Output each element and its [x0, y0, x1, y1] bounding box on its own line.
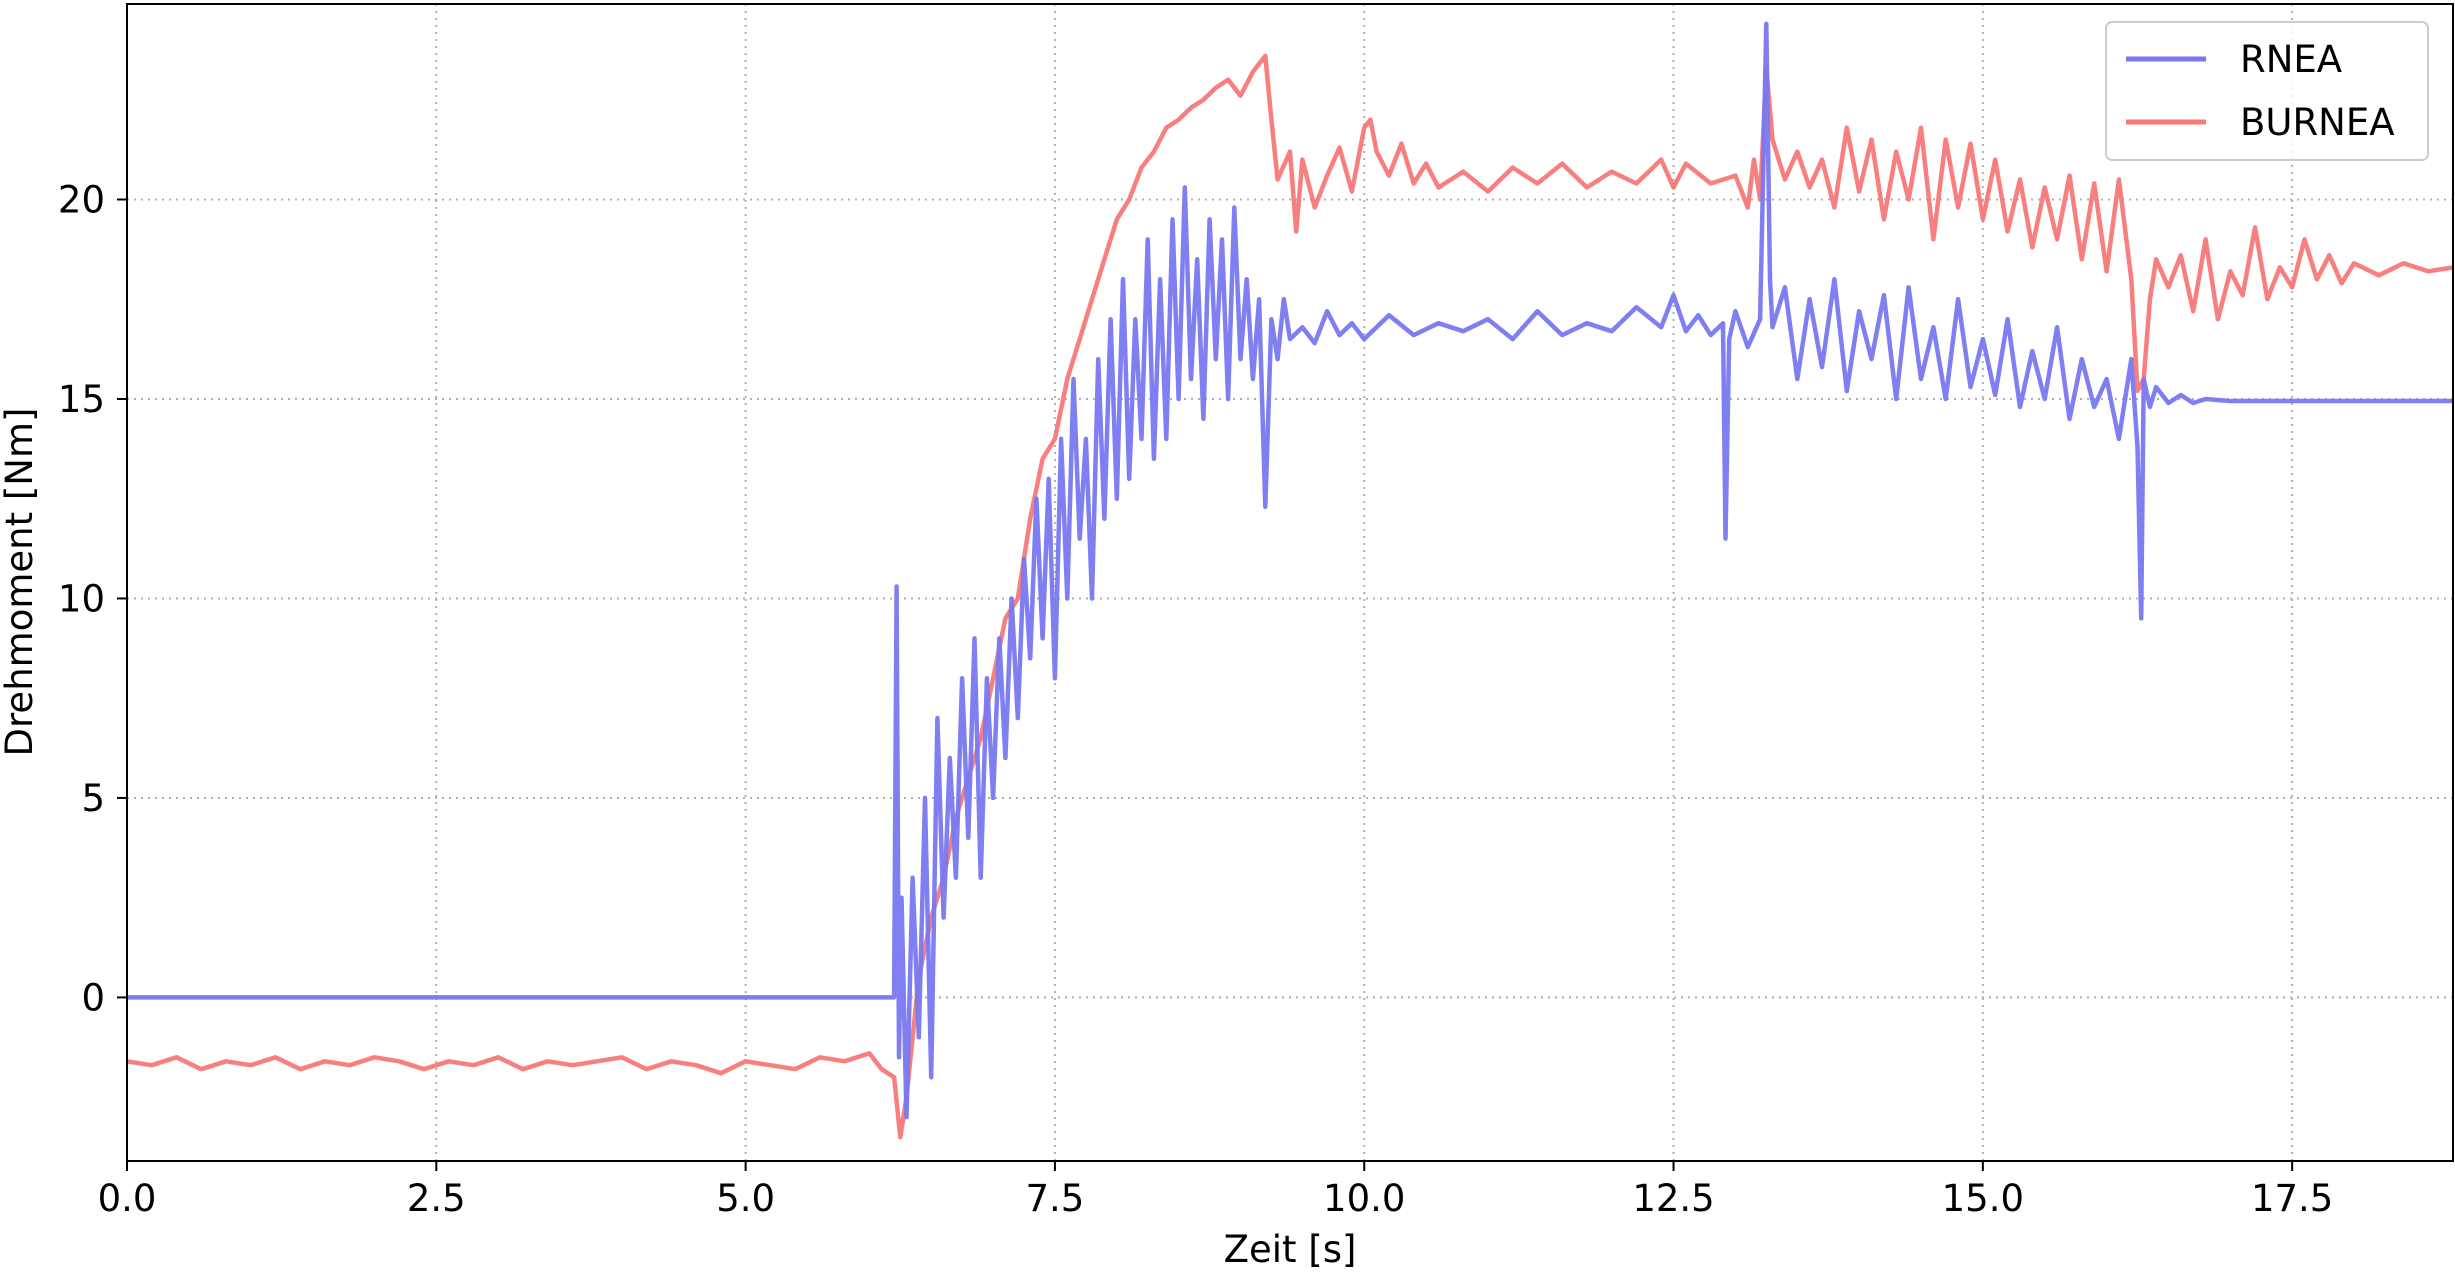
x-tick-label: 17.5	[2251, 1177, 2333, 1220]
plot-series	[127, 21, 2453, 1140]
x-tick-label: 2.5	[407, 1177, 466, 1220]
x-tick-label: 12.5	[1632, 1177, 1714, 1220]
y-tick-label: 15	[58, 378, 105, 421]
grid	[126, 4, 2453, 1161]
x-axis-ticks: 0.0 2.5 5.0 7.5 10.0 12.5 15.0 17.5	[98, 1161, 2333, 1220]
y-axis-label: Drehmoment [Nm]	[0, 408, 41, 757]
y-tick-label: 20	[58, 178, 105, 221]
y-tick-label: 0	[81, 976, 105, 1019]
x-axis-label: Zeit [s]	[1224, 1228, 1357, 1271]
y-tick-label: 5	[81, 777, 105, 820]
series-line-rnea	[127, 21, 2453, 1120]
plot-area-frame	[126, 3, 2454, 1162]
legend-label-burnea: BURNEA	[2240, 101, 2395, 144]
legend: RNEA BURNEA	[2105, 21, 2429, 161]
x-tick-label: 15.0	[1942, 1177, 2024, 1220]
x-tick-label: 10.0	[1323, 1177, 1405, 1220]
y-tick-label: 10	[58, 577, 105, 620]
legend-label-rnea: RNEA	[2240, 38, 2342, 81]
x-tick-label: 5.0	[716, 1177, 775, 1220]
x-tick-label: 7.5	[1026, 1177, 1085, 1220]
y-axis-ticks: 0 5 10 15 20	[58, 178, 127, 1019]
x-tick-label: 0.0	[98, 1177, 157, 1220]
series-line-burnea	[127, 53, 2453, 1140]
